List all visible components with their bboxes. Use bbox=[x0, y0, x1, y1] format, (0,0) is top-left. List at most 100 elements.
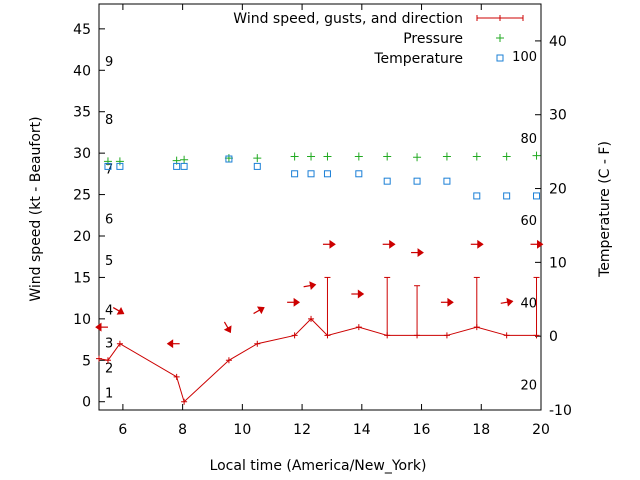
pressure-point bbox=[472, 152, 481, 161]
y-tick-label: 40 bbox=[73, 63, 91, 79]
y2-tick-label: 0 bbox=[549, 329, 558, 345]
y-tick-label: 35 bbox=[73, 105, 91, 121]
pressure-point bbox=[354, 152, 363, 161]
legend-label: Wind speed, gusts, and direction bbox=[233, 11, 463, 27]
fahrenheit-label: 20 bbox=[520, 379, 537, 394]
temperature-point bbox=[443, 177, 451, 185]
temperature-point bbox=[253, 162, 261, 170]
legend: Wind speed, gusts, and direction Pressure… bbox=[233, 11, 524, 67]
legend-label: Pressure bbox=[403, 31, 463, 47]
temperature-point bbox=[323, 170, 331, 178]
wind-speed-point bbox=[254, 340, 261, 347]
wind-direction-arrow bbox=[253, 306, 265, 315]
beaufort-label: 3 bbox=[105, 337, 113, 352]
arrow-head bbox=[256, 306, 265, 315]
wind-direction-arrow bbox=[303, 281, 317, 291]
beaufort-label: 7 bbox=[105, 163, 113, 178]
temperature-point bbox=[503, 192, 511, 200]
y2-tick-label: 20 bbox=[549, 182, 567, 198]
arrow-head bbox=[309, 281, 317, 291]
wind-speed-point bbox=[308, 315, 315, 322]
beaufort-label: 1 bbox=[105, 386, 113, 401]
y2-axis-label: Temperature (C - F) bbox=[597, 141, 613, 278]
wind-speed-point bbox=[116, 340, 123, 347]
wind-direction-arrow bbox=[166, 339, 180, 349]
pressure-point bbox=[180, 155, 189, 164]
arrow-head bbox=[537, 239, 544, 249]
fahrenheit-label: 60 bbox=[520, 214, 537, 229]
y-tick-label: 20 bbox=[73, 229, 91, 245]
wind-speed-point bbox=[225, 357, 232, 364]
y-tick-label: 45 bbox=[73, 22, 91, 38]
arrow-head bbox=[95, 322, 102, 332]
legend-marker bbox=[497, 15, 503, 21]
label-layer: Local time (America/New_York) Wind speed… bbox=[28, 116, 613, 474]
beaufort-label: 9 bbox=[105, 55, 113, 70]
pressure-point bbox=[323, 152, 332, 161]
fahrenheit-label: 80 bbox=[520, 132, 537, 147]
wind-direction-arrow bbox=[440, 297, 454, 307]
temperature-point bbox=[173, 162, 181, 170]
axes-layer: 6 8 10 12 14 16 18 20051015202530354045-1001020… bbox=[73, 3, 572, 438]
y2-tick-label: 40 bbox=[549, 34, 567, 50]
wind-direction-arrow bbox=[95, 322, 108, 332]
y-tick-label: 15 bbox=[73, 270, 91, 286]
x-tick-label: 16 bbox=[413, 422, 431, 438]
wind-direction-arrow bbox=[500, 297, 514, 307]
pressure-point bbox=[502, 152, 511, 161]
pressure-point bbox=[383, 152, 392, 161]
wind-direction-arrow bbox=[223, 321, 232, 334]
beaufort-label: 2 bbox=[105, 362, 113, 377]
arrow-head bbox=[506, 297, 514, 307]
legend-marker bbox=[496, 34, 504, 42]
temperature-point bbox=[307, 170, 315, 178]
temperature-point bbox=[180, 162, 188, 170]
wind-direction-arrow bbox=[351, 289, 365, 299]
arrow-head bbox=[447, 297, 454, 307]
arrow-head bbox=[223, 325, 232, 334]
wind-speed-point bbox=[173, 373, 180, 380]
temperature-point bbox=[355, 170, 363, 178]
y-tick-label: 30 bbox=[73, 146, 91, 162]
wind-direction-arrow bbox=[382, 239, 396, 249]
arrow-head bbox=[329, 239, 336, 249]
wind-speed-point bbox=[443, 332, 450, 339]
wind-speed-point bbox=[104, 357, 111, 364]
x-axis-label: Local time (America/New_York) bbox=[210, 458, 427, 474]
pressure-point bbox=[115, 157, 124, 166]
temperature-point bbox=[104, 162, 112, 170]
x-tick-label: 20 bbox=[532, 422, 550, 438]
y-tick-label: 10 bbox=[73, 312, 91, 328]
x-tick-label: 8 bbox=[178, 422, 187, 438]
wind-speed-point bbox=[503, 332, 510, 339]
temperature-point bbox=[116, 162, 124, 170]
wind-direction-arrow bbox=[322, 239, 336, 249]
y2-tick-label: 10 bbox=[549, 255, 567, 271]
legend-label: Temperature bbox=[373, 51, 463, 67]
wind-direction-arrow bbox=[287, 297, 300, 307]
wind-speed-point bbox=[355, 324, 362, 331]
pressure-point bbox=[307, 152, 316, 161]
pressure-point bbox=[442, 152, 451, 161]
wind-speed-point bbox=[96, 355, 102, 362]
arrow-head bbox=[293, 297, 300, 307]
temperature-point bbox=[383, 177, 391, 185]
x-tick-label: 18 bbox=[472, 422, 490, 438]
beaufort-label: 4 bbox=[105, 304, 113, 319]
y2-tick-label: 30 bbox=[549, 108, 567, 124]
fahrenheit-label: 100 bbox=[512, 50, 537, 65]
plot-frame bbox=[98, 3, 542, 411]
wind-direction-arrow bbox=[411, 248, 424, 258]
fahrenheit-label: 40 bbox=[520, 297, 537, 312]
y-tick-label: 5 bbox=[82, 353, 91, 369]
temperature-point bbox=[225, 155, 233, 163]
x-tick-label: 10 bbox=[233, 422, 251, 438]
x-tick-label: 14 bbox=[353, 422, 371, 438]
pressure-point bbox=[532, 151, 541, 160]
beaufort-label: 5 bbox=[105, 254, 113, 269]
temperature-point bbox=[473, 192, 481, 200]
wind-speed-point bbox=[291, 332, 298, 339]
wind-direction-arrow bbox=[470, 239, 484, 249]
x-tick-label: 6 bbox=[118, 422, 127, 438]
